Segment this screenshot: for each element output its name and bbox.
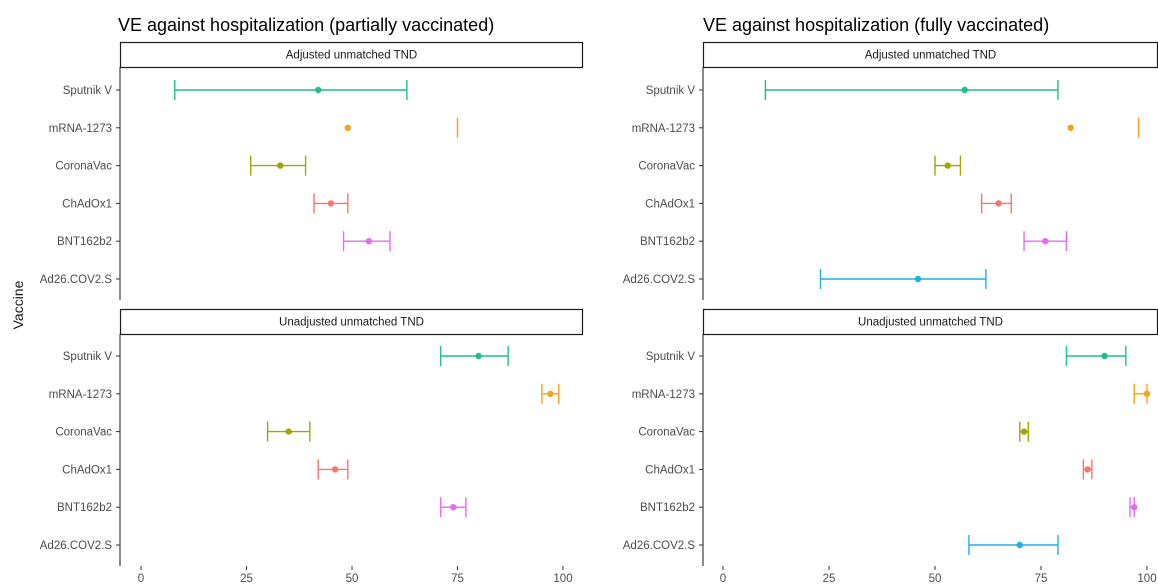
estimate-chadox1 (1082, 459, 1093, 480)
x-tick-label: 0 (720, 573, 726, 585)
y-tick-label: Ad26.COV2.S (40, 274, 113, 286)
estimate-mrna-1273 (1067, 117, 1140, 138)
facet-strip (119, 308, 584, 336)
point-estimate (547, 390, 554, 397)
facet-strip-label: Unadjusted unmatched TND (279, 317, 424, 329)
point-estimate (944, 162, 951, 169)
y-tick-label: BNT162b2 (57, 502, 112, 514)
point-estimate (344, 124, 351, 131)
facet-strip-label: Adjusted unmatched TND (286, 50, 417, 62)
panel-title: VE against hospitalization (fully vaccin… (703, 15, 1049, 35)
y-tick-label: CoronaVac (55, 161, 112, 173)
y-tick-label: ChAdOx1 (645, 464, 695, 476)
y-tick-label: ChAdOx1 (62, 464, 112, 476)
y-tick-label: CoronaVac (638, 427, 695, 439)
x-tick-label: 0 (138, 573, 144, 585)
point-estimate (914, 275, 922, 283)
y-tick-label: Sputnik V (646, 85, 696, 97)
y-tick-label: Sputnik V (63, 351, 113, 363)
estimate-chadox1 (317, 459, 349, 480)
y-tick-label: BNT162b2 (640, 236, 695, 248)
x-tick-label: 75 (451, 573, 464, 585)
point-estimate (961, 86, 968, 94)
y-tick-label: mRNA-1273 (49, 123, 112, 135)
y-tick-label: BNT162b2 (640, 502, 695, 514)
facet-strip (119, 41, 584, 69)
facet-strip-label: Unadjusted unmatched TND (858, 317, 1003, 329)
point-estimate (315, 86, 322, 94)
estimate-chadox1 (980, 193, 1013, 214)
x-tick-label: 25 (240, 573, 253, 585)
point-estimate (1020, 428, 1028, 435)
estimate-ad26-cov2-s (968, 535, 1059, 555)
point-estimate (1131, 504, 1138, 511)
y-tick-label: Sputnik V (646, 351, 696, 363)
point-estimate (365, 238, 373, 245)
y-tick-label: mRNA-1273 (49, 389, 112, 401)
y-tick-label: mRNA-1273 (632, 389, 695, 401)
estimate-bnt162b2 (1129, 497, 1138, 518)
point-estimate (1016, 541, 1023, 549)
facet-strip (702, 41, 1158, 69)
x-tick-label: 100 (553, 573, 572, 585)
estimate-mrna-1273 (344, 117, 459, 138)
point-estimate (995, 200, 1002, 207)
y-tick-label: CoronaVac (55, 427, 112, 439)
estimate-mrna-1273 (541, 383, 560, 404)
estimate-bnt162b2 (342, 231, 391, 252)
y-tick-label: Ad26.COV2.S (623, 540, 696, 552)
point-estimate (331, 466, 339, 473)
point-estimate (1042, 238, 1049, 245)
estimate-sputnik-v (764, 80, 1059, 100)
estimate-coronavac (250, 155, 307, 176)
y-tick-label: Ad26.COV2.S (623, 274, 696, 286)
point-estimate (1067, 124, 1074, 131)
y-tick-label: ChAdOx1 (645, 198, 695, 210)
estimate-coronavac (266, 421, 311, 442)
estimate-chadox1 (313, 193, 349, 214)
y-tick-label: mRNA-1273 (632, 123, 695, 135)
estimate-sputnik-v (439, 346, 509, 366)
x-tick-label: 50 (346, 573, 359, 585)
x-tick-label: 25 (823, 573, 836, 585)
x-tick-label: 100 (1137, 573, 1156, 585)
y-axis-title: Vaccine (10, 280, 26, 329)
point-estimate (450, 504, 457, 511)
estimate-sputnik-v (174, 80, 408, 100)
point-estimate (475, 352, 482, 360)
y-tick-label: BNT162b2 (57, 236, 112, 248)
point-estimate (285, 428, 292, 435)
estimate-bnt162b2 (1023, 231, 1068, 252)
estimate-coronavac (1019, 421, 1029, 442)
point-estimate (1101, 352, 1108, 360)
estimate-sputnik-v (1065, 346, 1127, 366)
point-estimate (1084, 466, 1091, 473)
facet-strip-label: Adjusted unmatched TND (865, 50, 996, 62)
estimate-bnt162b2 (439, 497, 467, 518)
y-tick-label: Ad26.COV2.S (40, 540, 113, 552)
facet-strip (702, 308, 1158, 336)
y-tick-label: CoronaVac (638, 161, 695, 173)
panel-title: VE against hospitalization (partially va… (118, 15, 494, 35)
x-tick-label: 75 (1035, 573, 1048, 585)
x-tick-label: 50 (929, 573, 942, 585)
point-estimate (327, 200, 335, 207)
point-estimate (1143, 390, 1151, 397)
estimate-coronavac (934, 155, 962, 176)
point-estimate (277, 162, 284, 169)
estimate-ad26-cov2-s (819, 269, 987, 289)
y-tick-label: Sputnik V (63, 85, 113, 97)
y-tick-label: ChAdOx1 (62, 198, 112, 210)
estimate-mrna-1273 (1133, 383, 1151, 404)
